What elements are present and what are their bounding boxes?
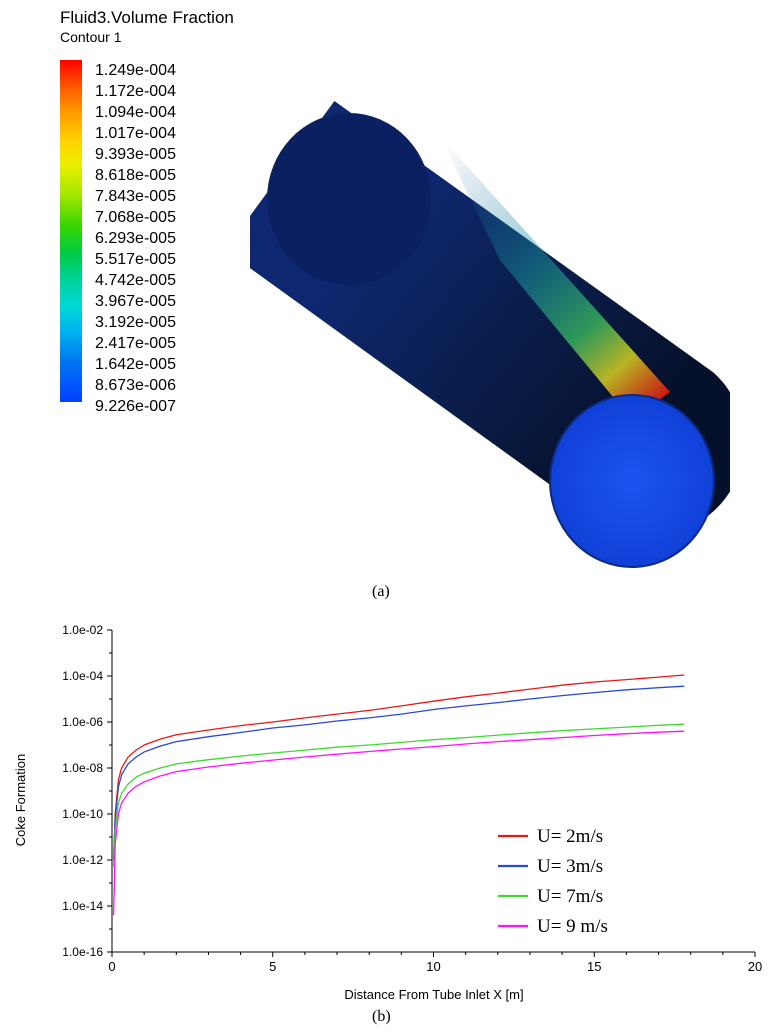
legend-value-label: 4.742e-005 — [95, 272, 176, 289]
series-lines — [112, 674, 685, 916]
legend-value-label: 7.068e-005 — [95, 209, 176, 226]
coke-formation-chart: 1.0e-02 1.0e-04 1.0e-06 1.0e-08 1.0e-10 1.0e-… — [13, 623, 762, 1002]
x-tick-label: 15 — [587, 959, 601, 974]
caption-a: (a) — [372, 583, 390, 600]
series-line-2 — [112, 723, 685, 867]
y-tick-label: 1.0e-12 — [62, 853, 103, 867]
legend-value-label: 8.673e-006 — [95, 377, 176, 394]
tube-front-cap — [549, 394, 715, 568]
legend-value-label: 1.249e-004 — [95, 62, 176, 79]
y-tick-label: 1.0e-04 — [62, 669, 103, 683]
chart-legend: U= 2m/s U= 3m/s U= 7m/s U= 9 m/s — [498, 826, 608, 937]
legend-value-label: 9.393e-005 — [95, 146, 176, 163]
legend-value-label: 3.967e-005 — [95, 293, 176, 310]
y-axis-label: Coke Formation — [13, 754, 28, 846]
y-tick-label: 1.0e-16 — [62, 945, 103, 959]
x-tick-label: 20 — [748, 959, 762, 974]
y-tick-label: 1.0e-14 — [62, 899, 103, 913]
x-tick-label: 10 — [426, 959, 440, 974]
legend-entry-label: U= 2m/s — [537, 826, 603, 847]
x-axis-label: Distance From Tube Inlet X [m] — [344, 987, 523, 1002]
hot-streak — [440, 136, 670, 420]
contour-title: Fluid3.Volume Fraction — [60, 8, 234, 27]
contour-subtitle: Contour 1 — [60, 29, 122, 45]
y-tick-label: 1.0e-08 — [62, 761, 103, 775]
legend-value-label: 8.618e-005 — [95, 167, 176, 184]
legend-value-label: 5.517e-005 — [95, 251, 176, 268]
axes: 1.0e-02 1.0e-04 1.0e-06 1.0e-08 1.0e-10 1.0e-… — [62, 623, 762, 974]
y-tick-label: 1.0e-02 — [62, 623, 103, 637]
tube-contour-render — [250, 101, 730, 568]
legend-value-label: 9.226e-007 — [95, 398, 176, 415]
legend-value-label: 7.843e-005 — [95, 188, 176, 205]
y-tick-label: 1.0e-06 — [62, 715, 103, 729]
x-tick-label: 5 — [269, 959, 276, 974]
x-tick-label: 0 — [108, 959, 115, 974]
series-line-3 — [112, 730, 685, 916]
caption-b: (b) — [372, 1008, 391, 1025]
legend-value-label: 1.642e-005 — [95, 356, 176, 373]
series-line-1 — [112, 685, 685, 861]
legend-value-label: 6.293e-005 — [95, 230, 176, 247]
y-tick-label: 1.0e-10 — [62, 807, 103, 821]
legend-entry-label: U= 7m/s — [537, 886, 603, 907]
color-legend-bar — [60, 60, 82, 402]
legend-entry-label: U= 9 m/s — [537, 916, 608, 937]
legend-value-label: 1.172e-004 — [95, 83, 176, 100]
legend-value-label: 3.192e-005 — [95, 314, 176, 331]
legend-value-label: 1.094e-004 — [95, 104, 176, 121]
tube-back-cap — [267, 113, 431, 285]
legend-value-label: 2.417e-005 — [95, 335, 176, 352]
series-line-0 — [112, 674, 685, 861]
legend-entry-label: U= 3m/s — [537, 856, 603, 877]
legend-value-label: 1.017e-004 — [95, 125, 176, 142]
